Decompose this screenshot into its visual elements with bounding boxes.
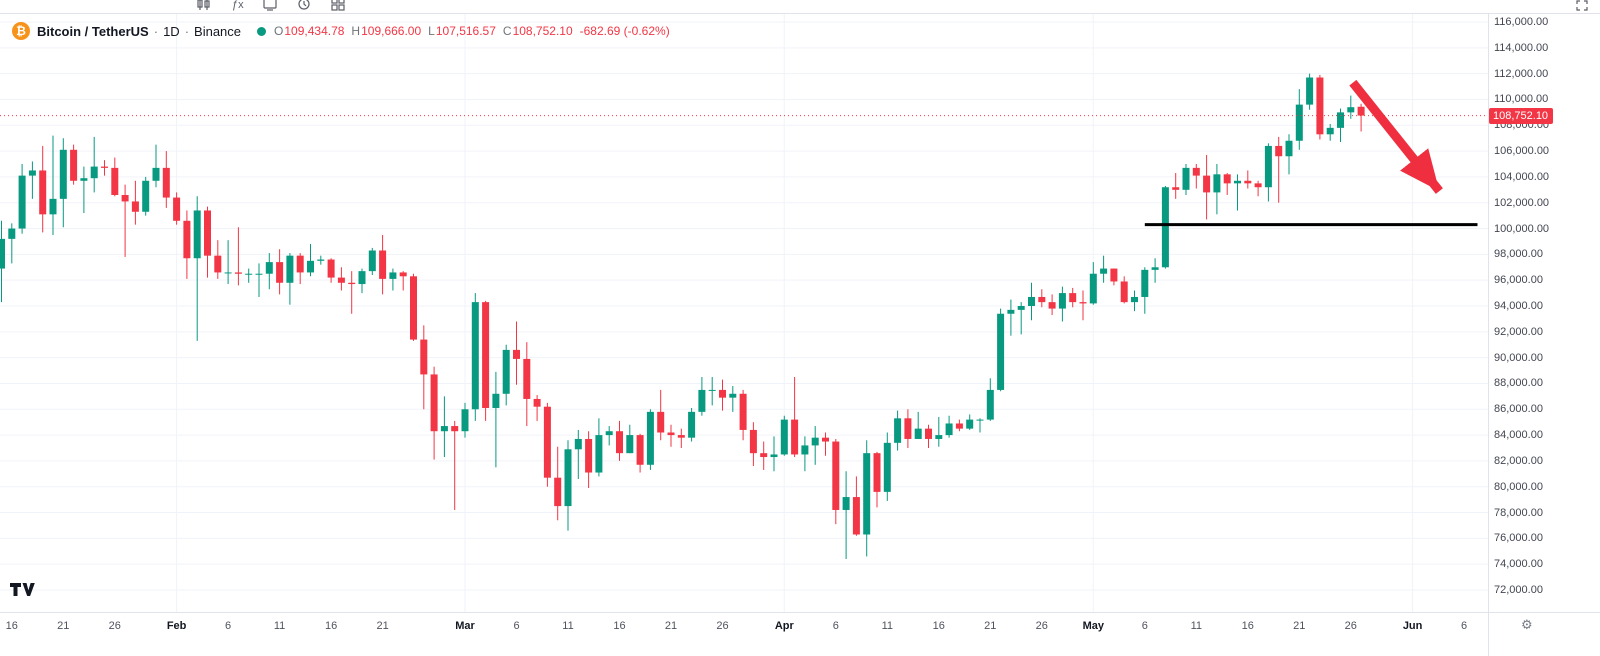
price-tick-label: 112,000.00	[1494, 67, 1549, 80]
time-tick-label: 26	[1035, 620, 1048, 632]
price-tick-label: 82,000.00	[1494, 454, 1543, 467]
legend-separator: ·	[153, 23, 159, 39]
svg-text:ƒx: ƒx	[232, 0, 244, 11]
legend-separator: ·	[184, 23, 190, 39]
time-tick-label: 16	[324, 620, 338, 632]
grid-layout-icon[interactable]	[330, 0, 346, 12]
price-tick-label: 88,000.00	[1494, 377, 1543, 390]
alert-clock-icon[interactable]	[296, 0, 312, 12]
time-tick-label: Jun	[1402, 620, 1423, 632]
chart-plot-area[interactable]: ₿ Bitcoin / TetherUS · 1D · Binance O 10…	[0, 14, 1488, 612]
grid-lines	[0, 14, 1488, 612]
symbol-legend: ₿ Bitcoin / TetherUS · 1D · Binance O 10…	[12, 22, 670, 40]
close-value: 108,752.10	[512, 24, 573, 38]
time-tick-label: 26	[108, 620, 121, 632]
time-tick-label: 16	[613, 620, 626, 632]
candlestick-series	[0, 73, 1365, 560]
current-price-label: 108,752.10	[1489, 107, 1554, 124]
interval-label[interactable]: 1D	[163, 23, 180, 39]
chart-type-icon[interactable]	[196, 0, 212, 12]
time-tick-label: 16	[5, 620, 18, 632]
exchange-label[interactable]: Binance	[194, 23, 242, 39]
time-tick-label: 21	[57, 620, 70, 632]
price-tick-label: 110,000.00	[1494, 93, 1549, 106]
indicators-icon[interactable]: ƒx	[230, 0, 246, 12]
time-tick-label: Feb	[166, 620, 187, 632]
time-tick-label: 16	[932, 620, 945, 632]
time-tick-label: 21	[664, 620, 678, 632]
time-tick-label: 21	[376, 620, 389, 632]
symbol-title[interactable]: Bitcoin / TetherUS	[37, 23, 149, 39]
arrow-drawing[interactable]	[1349, 79, 1443, 194]
drawings-layer	[0, 79, 1488, 227]
axis-corner: ⚙	[1488, 613, 1600, 656]
price-tick-label: 90,000.00	[1494, 351, 1543, 364]
low-label: L	[428, 24, 435, 38]
fullscreen-icon[interactable]	[1576, 0, 1592, 13]
bitcoin-icon: ₿	[12, 22, 30, 40]
top-toolbar: ƒx	[0, 0, 1600, 14]
time-tick-label: May	[1082, 620, 1104, 632]
time-tick-label: 6	[225, 620, 232, 632]
open-value: 109,434.78	[284, 24, 345, 38]
price-tick-label: 100,000.00	[1494, 222, 1550, 235]
price-tick-label: 104,000.00	[1494, 170, 1550, 183]
close-label: C	[502, 24, 512, 38]
price-tick-label: 96,000.00	[1494, 274, 1543, 287]
price-tick-label: 94,000.00	[1494, 300, 1543, 312]
price-tick-label: 72,000.00	[1494, 584, 1543, 596]
price-tick-label: 92,000.00	[1494, 325, 1543, 338]
time-tick-label: 6	[513, 620, 520, 632]
price-tick-label: 98,000.00	[1494, 248, 1543, 261]
price-tick-label: 116,000.00	[1494, 16, 1549, 28]
time-tick-label: 6	[832, 620, 839, 632]
change-value: -682.69 (-0.62%)	[579, 24, 670, 38]
price-tick-label: 106,000.00	[1494, 145, 1550, 158]
time-tick-label: 6	[1461, 620, 1468, 632]
price-tick-label: 114,000.00	[1494, 41, 1549, 54]
high-value: 109,666.00	[361, 24, 422, 38]
time-tick-label: 26	[716, 620, 729, 632]
time-tick-label: 26	[1344, 620, 1357, 632]
price-tick-label: 80,000.00	[1494, 480, 1543, 493]
price-chart-canvas[interactable]	[0, 14, 1488, 612]
time-tick-label: 6	[1141, 620, 1148, 632]
time-tick-label: 11	[562, 620, 574, 632]
price-tick-label: 74,000.00	[1494, 558, 1543, 571]
ohlc-values: O 109,434.78 H 109,666.00 L 107,516.57 C…	[274, 24, 670, 38]
templates-icon[interactable]	[262, 0, 278, 12]
low-value: 107,516.57	[435, 24, 496, 38]
time-tick-label: 11	[1190, 620, 1203, 632]
price-tick-label: 84,000.00	[1494, 429, 1543, 442]
time-tick-label: 21	[1293, 620, 1306, 632]
time-tick-label: 11	[881, 620, 894, 632]
time-tick-label: 11	[273, 620, 286, 632]
time-tick-label: 21	[984, 620, 997, 632]
price-tick-label: 86,000.00	[1494, 403, 1543, 416]
tradingview-logo[interactable]	[10, 582, 35, 602]
price-axis[interactable]: 108,752.10 116,000.00 114,000.00 112,000.0…	[1488, 14, 1600, 612]
high-label: H	[351, 24, 361, 38]
time-tick-label: Mar	[455, 620, 475, 632]
settings-gear-icon[interactable]: ⚙	[1521, 618, 1533, 633]
time-axis[interactable]: 16 21 26 Feb 6 11 16 21 Mar 6 11 16 21 26 Apr 6 11 16 21 26…	[0, 613, 1488, 656]
price-tick-label: 76,000.00	[1494, 532, 1543, 545]
time-tick-label: 16	[1241, 620, 1254, 632]
live-status-dot-icon	[257, 26, 267, 36]
price-tick-label: 78,000.00	[1494, 506, 1543, 519]
price-tick-label: 102,000.00	[1494, 196, 1550, 209]
time-tick-label: Apr	[774, 620, 794, 632]
open-label: O	[274, 24, 284, 38]
